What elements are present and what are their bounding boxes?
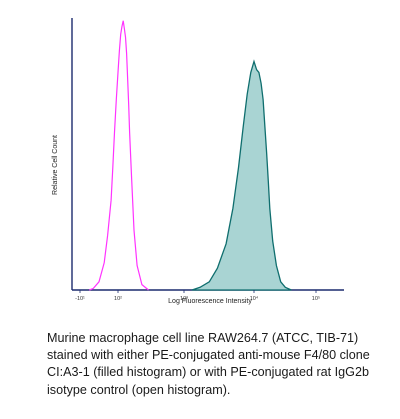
- x-tick-label: -10¹: [75, 296, 85, 302]
- open-histogram: [89, 20, 149, 291]
- plot-frame: [71, 18, 344, 291]
- series-layer: [89, 20, 292, 291]
- filled-histogram: [191, 59, 292, 291]
- figure-caption: Murine macrophage cell line RAW264.7 (AT…: [47, 331, 370, 397]
- x-tick-label: 10⁴: [250, 295, 259, 302]
- x-axis-title: Log Fluorescence Intensity: [168, 298, 252, 305]
- y-axis-title: Relative Cell Count: [52, 135, 59, 195]
- x-tick-label: 10⁵: [312, 295, 320, 302]
- x-tick-layer: -10¹ 10² 10³ 10⁴ 10⁵: [75, 290, 320, 302]
- x-tick-label: 10³: [180, 296, 188, 302]
- histogram-chart: -10¹ 10² 10³ 10⁴ 10⁵ Log Fluorescence Intens…: [52, 18, 344, 305]
- x-tick-label: 10²: [114, 296, 122, 302]
